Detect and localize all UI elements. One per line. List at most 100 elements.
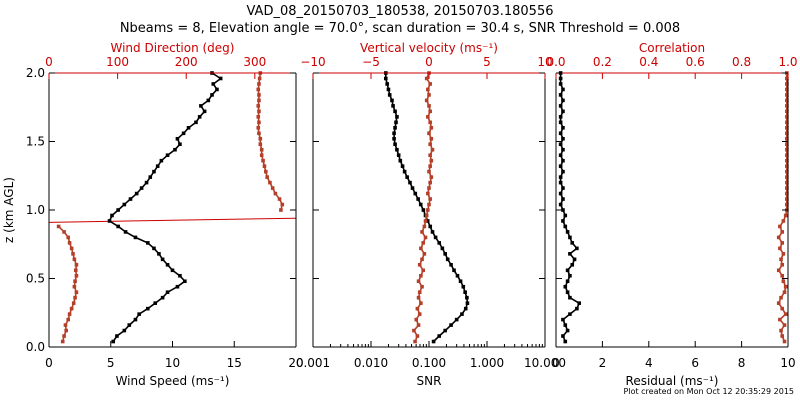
data-point-bottom-18 (146, 241, 150, 245)
data-point-top-3 (782, 323, 787, 327)
data-point-top-44 (256, 87, 261, 92)
data-point-top-0 (60, 339, 65, 344)
data-point-bottom-25 (122, 202, 127, 207)
data-point-top-19 (66, 235, 71, 240)
data-point-bottom-16 (443, 252, 447, 256)
data-point-top-21 (778, 224, 782, 229)
x-bottom-tick-label-4: 20 (288, 356, 303, 370)
data-point-bottom-10 (563, 284, 568, 289)
figure-title-line2: Nbeams = 8, Elevation angle = 70.0°, sca… (120, 21, 680, 36)
data-point-top-36 (785, 142, 789, 147)
data-point-bottom-11 (565, 279, 570, 284)
data-point-bottom-1 (437, 334, 442, 338)
data-point-bottom-41 (395, 115, 399, 119)
data-point-top-44 (424, 98, 429, 103)
data-point-bottom-32 (558, 164, 563, 168)
data-point-top-11 (73, 279, 77, 284)
data-point-top-44 (785, 98, 789, 103)
data-point-top-18 (780, 241, 784, 245)
data-point-top-8 (416, 295, 421, 300)
data-point-bottom-13 (452, 268, 456, 273)
data-point-bottom-26 (416, 197, 420, 201)
x-bottom-tick-label-2: 10 (165, 356, 180, 370)
data-point-top-12 (74, 273, 79, 278)
data-point-bottom-42 (393, 109, 397, 114)
data-point-top-6 (69, 306, 74, 311)
data-point-top-17 (778, 246, 782, 251)
data-point-bottom-10 (175, 284, 180, 289)
data-point-top-46 (257, 76, 262, 81)
x-bottom-axis-label: Residual (ms⁻¹) (626, 374, 719, 388)
data-point-bottom-6 (463, 306, 468, 311)
data-point-bottom-46 (215, 87, 219, 92)
x-bottom-tick-label-3: 6 (691, 356, 699, 370)
data-point-bottom-23 (110, 213, 114, 218)
data-point-top-11 (781, 279, 786, 284)
x-top-tick-label-3: 5 (483, 55, 491, 69)
x-bottom-tick-label-3: 15 (227, 356, 242, 370)
data-point-bottom-28 (561, 186, 565, 190)
data-point-top-14 (417, 263, 422, 267)
data-point-bottom-15 (445, 257, 450, 262)
data-point-top-20 (62, 230, 66, 234)
data-point-top-39 (429, 126, 434, 130)
data-point-top-7 (419, 301, 423, 305)
data-point-top-9 (74, 290, 79, 294)
data-point-bottom-45 (558, 93, 563, 97)
data-point-bottom-43 (558, 104, 563, 108)
data-point-top-32 (785, 164, 789, 168)
y-axis-label: z (km AGL) (2, 177, 16, 243)
data-point-top-8 (73, 295, 77, 300)
data-point-bottom-39 (393, 126, 397, 130)
data-point-bottom-5 (568, 312, 572, 316)
data-point-bottom-20 (123, 230, 128, 234)
x-top-tick-label-4: 0.8 (732, 55, 751, 69)
panel-left: 0.0 0.5 1.0 1.5 2.0 z (km AGL) 0 5 10 15 20 Wind Sp… (2, 41, 304, 388)
data-point-bottom-7 (577, 301, 581, 305)
data-point-bottom-19 (133, 235, 138, 240)
data-point-top-23 (280, 202, 285, 207)
y-tick-label-1: 0.5 (26, 272, 45, 286)
data-point-top-6 (415, 306, 420, 311)
data-point-bottom-15 (572, 257, 577, 262)
data-point-top-29 (264, 169, 268, 174)
x-top-tick-label-2: 200 (175, 55, 198, 69)
data-point-top-14 (74, 263, 79, 267)
data-point-top-1 (62, 334, 66, 338)
data-point-top-27 (785, 191, 789, 196)
data-point-bottom-29 (558, 180, 563, 185)
data-point-top-25 (427, 202, 431, 207)
data-point-bottom-1 (561, 334, 565, 338)
data-point-bottom-38 (558, 131, 563, 136)
data-point-bottom-0 (111, 339, 116, 344)
data-point-bottom-40 (394, 120, 398, 125)
data-point-bottom-6 (146, 306, 150, 311)
data-point-bottom-26 (561, 197, 565, 201)
x-top-tick-label-4: 10 (537, 55, 552, 69)
data-point-bottom-19 (568, 235, 572, 240)
data-point-bottom-12 (178, 273, 182, 278)
data-point-top-33 (259, 147, 264, 152)
data-point-bottom-30 (148, 175, 153, 179)
data-point-bottom-42 (202, 109, 207, 114)
x-top-tick-label-1: 100 (106, 55, 129, 69)
data-point-bottom-28 (410, 186, 415, 190)
data-point-top-40 (428, 120, 432, 125)
data-point-top-27 (426, 191, 430, 196)
data-point-top-9 (417, 290, 422, 294)
x-bottom-axis-label: Wind Speed (ms⁻¹) (116, 374, 230, 388)
data-point-top-34 (428, 153, 432, 157)
data-point-top-22 (781, 219, 786, 223)
data-point-bottom-6 (575, 306, 579, 311)
data-point-top-26 (428, 197, 432, 201)
x-top-tick-label-3: 300 (243, 55, 266, 69)
plot-created-footer: Plot created on Mon Oct 12 20:35:29 2015 (624, 387, 794, 396)
x-top-tick-label-0: 0 (45, 55, 53, 69)
data-point-bottom-17 (152, 246, 156, 251)
data-point-top-36 (428, 142, 432, 147)
data-point-top-30 (785, 175, 789, 179)
data-point-bottom-45 (387, 93, 392, 97)
x-bottom-tick-label-1: 2 (599, 356, 607, 370)
data-point-top-39 (256, 115, 261, 119)
